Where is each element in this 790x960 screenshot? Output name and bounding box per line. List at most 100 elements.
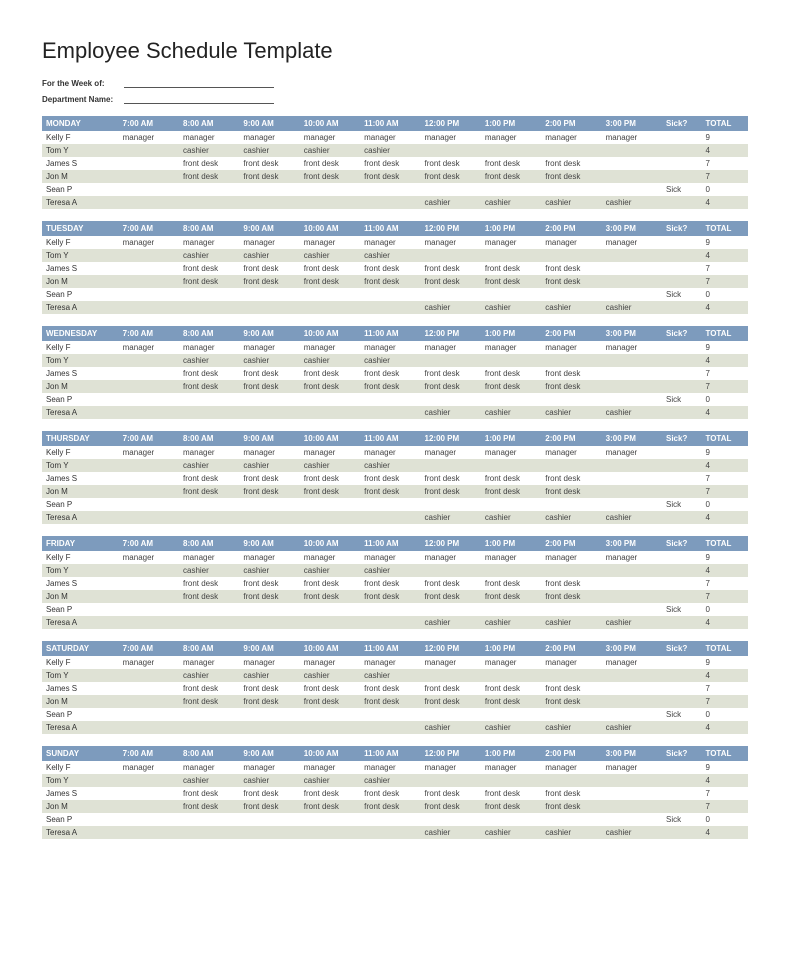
schedule-cell (119, 721, 179, 734)
day-header: WEDNESDAY (42, 326, 119, 341)
time-header: 8:00 AM (179, 431, 239, 446)
schedule-cell: manager (179, 656, 239, 669)
time-header: 9:00 AM (239, 221, 299, 236)
time-header: 7:00 AM (119, 221, 179, 236)
total-cell: 7 (701, 695, 748, 708)
schedule-cell: front desk (360, 380, 420, 393)
schedule-cell (119, 275, 179, 288)
time-header: 2:00 PM (541, 326, 601, 341)
schedule-cell: front desk (300, 262, 360, 275)
schedule-cell (602, 144, 662, 157)
employee-row: Sean PSick0 (42, 708, 748, 721)
employee-row: James Sfront deskfront deskfront deskfro… (42, 157, 748, 170)
employee-row: Teresa Acashiercashiercashiercashier4 (42, 196, 748, 209)
schedule-cell: front desk (239, 787, 299, 800)
schedule-cell (481, 183, 541, 196)
schedule-cell: front desk (239, 590, 299, 603)
schedule-cell: front desk (300, 695, 360, 708)
schedule-cell (421, 183, 481, 196)
schedule-cell: cashier (239, 144, 299, 157)
employee-row: Kelly Fmanagermanagermanagermanagermanag… (42, 656, 748, 669)
schedule-cell (179, 498, 239, 511)
schedule-cell (119, 682, 179, 695)
week-of-input-line[interactable] (124, 78, 274, 88)
schedule-cell: front desk (421, 800, 481, 813)
time-header: 11:00 AM (360, 431, 420, 446)
schedule-cell (360, 813, 420, 826)
schedule-cell (541, 564, 601, 577)
schedule-cell (119, 406, 179, 419)
schedule-cell: front desk (360, 590, 420, 603)
sick-cell: Sick (662, 813, 701, 826)
total-cell: 7 (701, 590, 748, 603)
schedule-cell: front desk (179, 695, 239, 708)
employee-name: Kelly F (42, 131, 119, 144)
time-header: 3:00 PM (602, 746, 662, 761)
sick-cell (662, 564, 701, 577)
time-header: 7:00 AM (119, 326, 179, 341)
schedule-cell: manager (119, 551, 179, 564)
schedule-cell: front desk (541, 275, 601, 288)
total-header: TOTAL (701, 746, 748, 761)
employee-row: Jon Mfront deskfront deskfront deskfront… (42, 590, 748, 603)
schedule-cell (541, 459, 601, 472)
schedule-cell: front desk (360, 157, 420, 170)
schedule-cell: cashier (300, 774, 360, 787)
schedule-cell: cashier (300, 249, 360, 262)
total-cell: 4 (701, 774, 748, 787)
schedule-cell (119, 144, 179, 157)
sick-cell (662, 656, 701, 669)
schedule-table: THURSDAY7:00 AM8:00 AM9:00 AM10:00 AM11:… (42, 431, 748, 524)
schedule-cell: front desk (300, 485, 360, 498)
schedule-cell: front desk (239, 800, 299, 813)
department-input-line[interactable] (124, 94, 274, 104)
schedule-cell: cashier (421, 616, 481, 629)
schedule-cell: manager (239, 446, 299, 459)
time-header: 12:00 PM (421, 431, 481, 446)
time-header: 3:00 PM (602, 641, 662, 656)
time-header: 7:00 AM (119, 431, 179, 446)
total-cell: 0 (701, 288, 748, 301)
schedule-cell (541, 249, 601, 262)
schedule-cell (421, 498, 481, 511)
employee-name: Kelly F (42, 341, 119, 354)
schedule-cell: front desk (360, 367, 420, 380)
time-header: 8:00 AM (179, 221, 239, 236)
schedule-cell (602, 590, 662, 603)
total-cell: 7 (701, 800, 748, 813)
employee-row: Jon Mfront deskfront deskfront deskfront… (42, 695, 748, 708)
schedule-cell (119, 262, 179, 275)
schedule-cell: front desk (421, 787, 481, 800)
schedule-cell (119, 603, 179, 616)
schedule-cell (239, 393, 299, 406)
schedule-cell: cashier (541, 406, 601, 419)
schedule-cell: cashier (602, 826, 662, 839)
employee-row: Teresa Acashiercashiercashiercashier4 (42, 721, 748, 734)
sick-cell (662, 131, 701, 144)
schedule-cell (119, 380, 179, 393)
schedule-cell (602, 708, 662, 721)
employee-row: Tom Ycashiercashiercashiercashier4 (42, 774, 748, 787)
time-header: 9:00 AM (239, 746, 299, 761)
schedule-cell (481, 774, 541, 787)
employee-name: Jon M (42, 695, 119, 708)
employee-row: Kelly Fmanagermanagermanagermanagermanag… (42, 551, 748, 564)
sick-cell (662, 380, 701, 393)
total-header: TOTAL (701, 536, 748, 551)
sick-header: Sick? (662, 746, 701, 761)
employee-name: Tom Y (42, 354, 119, 367)
schedule-cell: front desk (481, 262, 541, 275)
schedule-cell: front desk (300, 170, 360, 183)
schedule-cell: manager (360, 551, 420, 564)
time-header: 3:00 PM (602, 536, 662, 551)
sick-cell (662, 170, 701, 183)
schedule-cell: manager (239, 656, 299, 669)
employee-row: Tom Ycashiercashiercashiercashier4 (42, 459, 748, 472)
schedule-cell: manager (300, 131, 360, 144)
schedule-cell: manager (179, 551, 239, 564)
sick-header: Sick? (662, 116, 701, 131)
schedule-cell: manager (541, 131, 601, 144)
schedule-cell (421, 459, 481, 472)
employee-row: Kelly Fmanagermanagermanagermanagermanag… (42, 446, 748, 459)
schedule-cell: cashier (179, 669, 239, 682)
